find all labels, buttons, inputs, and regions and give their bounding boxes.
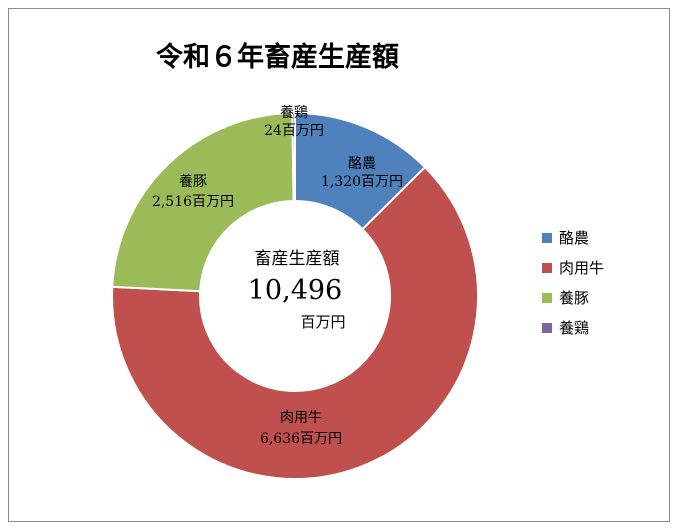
slice-label-name: 養鶏: [280, 104, 308, 121]
slice-label-value: 1,320百万円: [321, 174, 403, 190]
chart-frame: 令和６年畜産生産額 酪農 1,320百万円肉用牛 6,636百万円 養豚 2,516百万…: [8, 8, 670, 522]
slice-label-name: 養豚: [179, 173, 207, 190]
legend-label: 養鶏: [559, 319, 589, 337]
legend-swatch: [542, 293, 552, 303]
legend-label: 酪農: [559, 229, 589, 247]
slice-label-value: 6,636百万円: [260, 431, 342, 447]
center-label: 畜産生産額 10,496 百万円: [248, 249, 346, 331]
slice-label-name: 酪農: [348, 156, 376, 172]
legend-swatch: [542, 233, 552, 243]
legend-swatch: [542, 323, 552, 333]
slice-label-value: 2,516百万円: [152, 194, 234, 210]
center-title: 畜産生産額: [255, 249, 340, 269]
center-unit: 百万円: [300, 313, 345, 331]
slice-label-value: 24百万円: [264, 123, 324, 139]
legend-label: 養豚: [559, 289, 589, 307]
slice-4: [291, 111, 296, 203]
chart-title: 令和６年畜産生産額: [156, 41, 399, 73]
donut-slices: [111, 111, 479, 480]
slice-2: [111, 165, 479, 480]
legend-label: 肉用牛: [559, 259, 604, 277]
slice-label-name: 肉用牛: [280, 410, 322, 426]
slice-3: [111, 112, 295, 293]
center-value: 10,496: [248, 275, 342, 306]
legend-swatch: [542, 263, 552, 273]
